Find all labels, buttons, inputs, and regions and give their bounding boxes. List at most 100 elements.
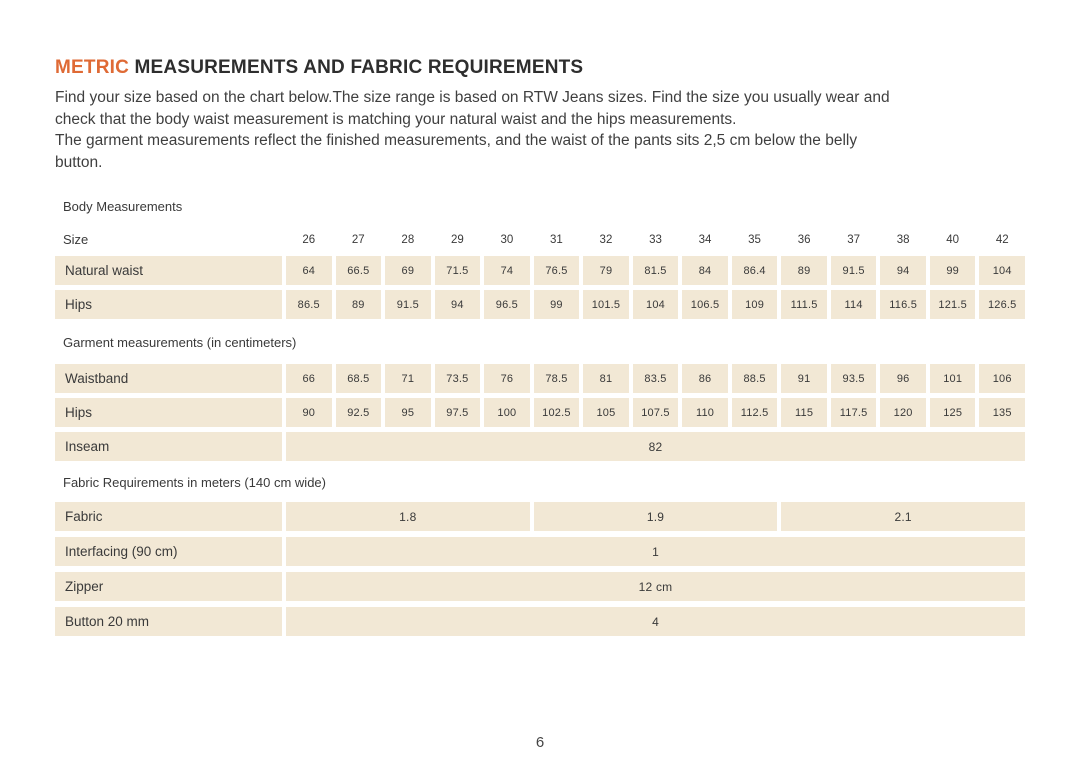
table-row-garment-hips: Hips 90 92.5 95 97.5 100 102.5 105 107.5… bbox=[55, 398, 1025, 428]
size-cell: 36 bbox=[797, 233, 811, 246]
table-cell: 126.5 bbox=[979, 290, 1025, 320]
page-title-highlight: METRIC bbox=[55, 57, 130, 78]
table-row-waistband: Waistband 66 68.5 71 73.5 76 78.5 81 83.… bbox=[55, 364, 1025, 394]
size-cell: 30 bbox=[500, 233, 514, 246]
size-cell: 38 bbox=[896, 233, 910, 246]
size-cell: 31 bbox=[550, 233, 563, 246]
table-cell: 92.5 bbox=[335, 398, 382, 428]
table-cell: 120 bbox=[880, 398, 926, 428]
table-cell: 112.5 bbox=[731, 398, 778, 428]
size-cell: 32 bbox=[599, 233, 613, 246]
table-cell: 86.5 bbox=[286, 290, 332, 320]
section-header-garment: Garment measurements (in centimeters) bbox=[63, 335, 297, 351]
table-cell: 91.5 bbox=[830, 256, 877, 286]
table-cell: 95 bbox=[385, 398, 431, 428]
table-row-button: Button 20 mm 4 bbox=[55, 607, 1025, 637]
table-cell: 109 bbox=[731, 290, 778, 320]
table-cell: 96 bbox=[880, 364, 926, 394]
row-label-zipper: Zipper bbox=[55, 572, 282, 602]
table-row-zipper: Zipper 12 cm bbox=[55, 572, 1025, 602]
section-garment-measurements: Garment measurements (in centimeters) Wa… bbox=[55, 335, 1025, 462]
row-label-garment-hips: Hips bbox=[55, 398, 282, 428]
row-label-fabric: Fabric bbox=[55, 502, 282, 532]
table-cell: 90 bbox=[286, 398, 332, 428]
measurements-table: Body Measurements Size 26 27 28 29 30 31… bbox=[55, 199, 1025, 637]
size-cell: 29 bbox=[450, 233, 464, 246]
document-page: METRIC MEASUREMENTS AND FABRIC REQUIREME… bbox=[55, 57, 1025, 637]
table-cell: 101 bbox=[929, 364, 976, 394]
size-cell: 37 bbox=[847, 233, 861, 246]
row-label-interfacing: Interfacing (90 cm) bbox=[55, 537, 282, 567]
table-cell: 125 bbox=[929, 398, 976, 428]
intro-paragraph: Find your size based on the chart below.… bbox=[55, 87, 1025, 173]
table-cell: 106.5 bbox=[682, 290, 728, 320]
size-cell: 34 bbox=[698, 233, 712, 246]
table-cell: 106 bbox=[979, 364, 1025, 394]
row-label-body-hips: Hips bbox=[55, 290, 282, 320]
size-cell: 35 bbox=[748, 233, 761, 246]
row-label-inseam: Inseam bbox=[55, 432, 282, 462]
row-label-waistband: Waistband bbox=[55, 364, 282, 394]
table-cell: 74 bbox=[484, 256, 530, 286]
size-cell: 27 bbox=[351, 233, 365, 246]
intro-line: button. bbox=[55, 153, 103, 171]
table-cell: 135 bbox=[979, 398, 1025, 428]
table-cell-interfacing: 1 bbox=[286, 537, 1025, 567]
table-cell: 105 bbox=[583, 398, 629, 428]
table-cell-inseam: 82 bbox=[286, 432, 1025, 462]
table-cell: 88.5 bbox=[731, 364, 778, 394]
page-number: 6 bbox=[535, 734, 545, 751]
table-cell: 115 bbox=[781, 398, 827, 428]
table-cell: 99 bbox=[929, 256, 976, 286]
table-cell-zipper: 12 cm bbox=[286, 572, 1025, 602]
size-cell: 42 bbox=[995, 233, 1009, 246]
table-cell: 99 bbox=[533, 290, 580, 320]
table-cell: 71.5 bbox=[434, 256, 481, 286]
table-row-interfacing: Interfacing (90 cm) 1 bbox=[55, 537, 1025, 567]
table-cell: 89 bbox=[781, 256, 827, 286]
table-cell: 79 bbox=[583, 256, 629, 286]
section-fabric-requirements: Fabric Requirements in meters (140 cm wi… bbox=[55, 475, 1025, 637]
page-title-rest: MEASUREMENTS AND FABRIC REQUIREMENTS bbox=[134, 57, 584, 78]
table-cell: 86 bbox=[682, 364, 728, 394]
table-cell: 89 bbox=[335, 290, 382, 320]
table-row-size: Size 26 27 28 29 30 31 32 33 34 35 36 37… bbox=[55, 232, 1025, 247]
table-cell: 117.5 bbox=[830, 398, 877, 428]
intro-line: check that the body waist measurement is… bbox=[55, 110, 737, 128]
table-cell: 66.5 bbox=[335, 256, 382, 286]
table-cell: 81 bbox=[583, 364, 629, 394]
table-cell: 121.5 bbox=[929, 290, 976, 320]
table-cell: 76 bbox=[484, 364, 530, 394]
table-cell: 116.5 bbox=[880, 290, 926, 320]
table-cell: 100 bbox=[484, 398, 530, 428]
table-cell: 101.5 bbox=[583, 290, 629, 320]
table-cell-button: 4 bbox=[286, 607, 1025, 637]
row-label-natural-waist: Natural waist bbox=[55, 256, 282, 286]
table-cell: 91 bbox=[781, 364, 827, 394]
table-cell: 114 bbox=[830, 290, 877, 320]
row-label-button: Button 20 mm bbox=[55, 607, 282, 637]
size-cell: 40 bbox=[946, 233, 960, 246]
table-cell: 66 bbox=[286, 364, 332, 394]
table-cell: 91.5 bbox=[385, 290, 431, 320]
table-cell: 96.5 bbox=[484, 290, 530, 320]
table-cell: 111.5 bbox=[781, 290, 827, 320]
table-cell: 78.5 bbox=[533, 364, 580, 394]
table-cell: 104 bbox=[979, 256, 1025, 286]
table-row-natural-waist: Natural waist 64 66.5 69 71.5 74 76.5 79… bbox=[55, 256, 1025, 286]
size-cell: 28 bbox=[401, 233, 415, 246]
table-cell: 76.5 bbox=[533, 256, 580, 286]
table-cell-fabric-group2: 1.9 bbox=[533, 502, 778, 532]
table-cell: 107.5 bbox=[632, 398, 679, 428]
intro-line: Find your size based on the chart below.… bbox=[55, 89, 890, 106]
table-cell: 102.5 bbox=[533, 398, 580, 428]
table-cell: 64 bbox=[286, 256, 332, 286]
table-cell: 104 bbox=[632, 290, 679, 320]
table-row-inseam: Inseam 82 bbox=[55, 432, 1025, 462]
page-title: METRIC MEASUREMENTS AND FABRIC REQUIREME… bbox=[55, 57, 1025, 79]
size-cell: 26 bbox=[302, 233, 316, 246]
section-body-measurements: Body Measurements Size 26 27 28 29 30 31… bbox=[55, 199, 1025, 320]
table-cell: 93.5 bbox=[830, 364, 877, 394]
table-cell: 69 bbox=[385, 256, 431, 286]
table-cell: 97.5 bbox=[434, 398, 481, 428]
